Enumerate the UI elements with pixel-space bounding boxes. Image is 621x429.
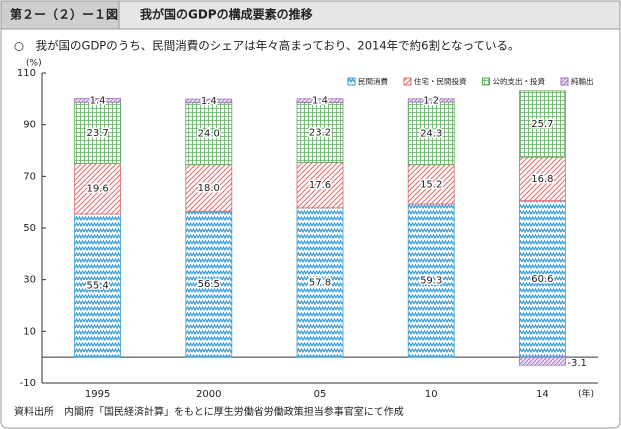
bar-segment	[407, 203, 455, 358]
y-tick-label: 50	[23, 223, 36, 234]
legend-label: 民間消費	[358, 76, 388, 86]
value-label: 1.4	[312, 96, 328, 107]
legend-swatch	[403, 77, 412, 86]
legend-label: 純輸出	[571, 76, 594, 86]
value-label: 23.7	[86, 128, 108, 139]
y-tick-label: 30	[23, 275, 36, 286]
value-label: -3.1	[567, 358, 587, 369]
bar-segment	[296, 98, 344, 103]
y-tick-label: 70	[23, 171, 36, 182]
subtitle: ○ 我が国のGDPのうち、民間消費のシェアは年々高まっており、2014年で約6割…	[14, 39, 520, 53]
source: 資料出所 内閣府「国民経済計算」をもとに厚生労働省労働政策担当参事官室にて作成	[14, 405, 404, 418]
y-tick-label: 110	[17, 68, 36, 79]
x-tick-label: 05	[314, 389, 327, 400]
bar-segment	[407, 164, 455, 205]
x-tick-label: 1995	[85, 389, 110, 400]
x-unit: (年)	[578, 388, 594, 400]
chart-title: 我が国のGDPの構成要素の推移	[140, 7, 313, 22]
legend-swatch	[482, 77, 490, 86]
value-label: 17.6	[309, 180, 331, 191]
bar-segment	[185, 164, 233, 212]
y-tick-label: -10	[20, 378, 36, 389]
value-label: 1.4	[90, 95, 106, 106]
y-unit: (%)	[26, 59, 42, 69]
value-label: 16.8	[531, 174, 553, 185]
bar-segment	[296, 102, 344, 163]
value-label: 59.3	[420, 276, 442, 287]
legend-label: 住宅・民間投資	[414, 76, 467, 86]
value-label: 57.8	[309, 278, 331, 289]
label-box	[0, 0, 120, 30]
y-tick-label: 10	[23, 326, 36, 337]
x-tick-label: 14	[536, 389, 549, 400]
value-label: 18.0	[198, 183, 220, 194]
legend-swatch	[347, 77, 356, 86]
bar-segment	[185, 210, 233, 358]
value-label: 56.5	[198, 279, 220, 290]
value-label: 15.2	[420, 179, 442, 190]
value-label: 24.3	[420, 128, 442, 139]
bar-segment	[185, 102, 233, 166]
bar-segment	[74, 98, 121, 103]
value-label: 55.4	[86, 281, 108, 292]
legend-label: 公的支出・投資	[493, 76, 546, 86]
bar-segment	[74, 101, 121, 164]
bar-segment	[74, 163, 121, 215]
x-tick-label: 10	[425, 389, 438, 400]
bar-segment	[407, 101, 455, 166]
bar-segment	[519, 90, 566, 158]
value-label: 23.2	[309, 127, 331, 138]
bar-segment	[74, 213, 121, 358]
x-tick-label: 2000	[196, 389, 221, 400]
value-label: 24.0	[198, 129, 220, 140]
bar-segment	[519, 200, 566, 358]
bar-segment	[296, 161, 344, 209]
figure-label: 第２ー（２）ー１図	[10, 7, 118, 22]
bar-segment	[519, 156, 566, 202]
legend-swatch	[560, 77, 569, 86]
bar-segment	[519, 356, 566, 366]
value-label: 1.2	[423, 95, 439, 106]
value-label: 25.7	[531, 119, 553, 130]
bar-segment	[296, 207, 344, 358]
value-label: 19.6	[86, 184, 108, 195]
bar-segment	[185, 98, 233, 104]
value-label: 60.6	[531, 274, 553, 285]
value-label: 1.4	[201, 96, 217, 107]
bar-segment	[407, 98, 455, 103]
y-tick-label: 90	[23, 120, 36, 131]
